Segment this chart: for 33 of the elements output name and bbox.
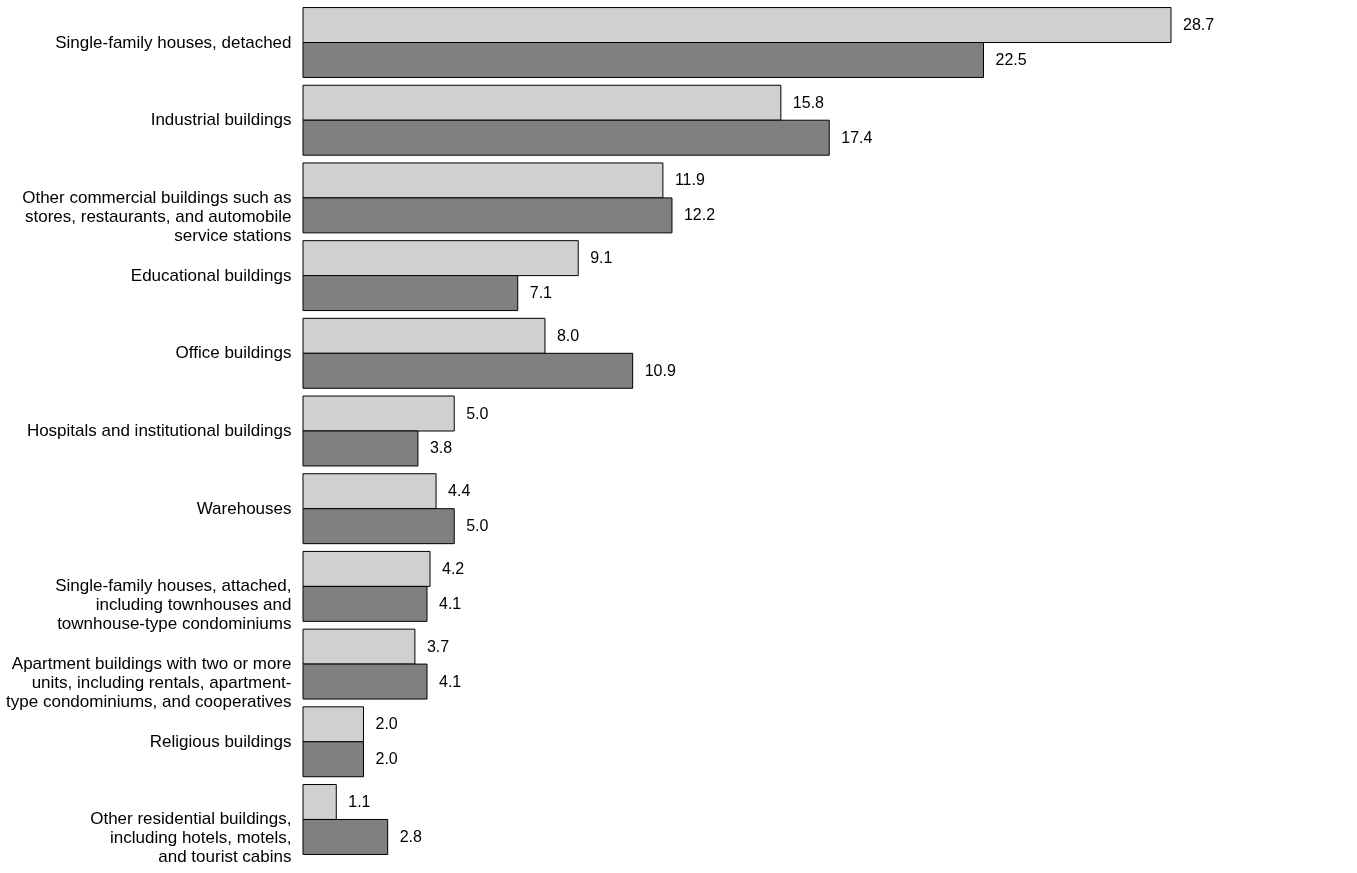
y-tick-label: Educational buildings — [130, 265, 292, 285]
y-tick-label: Single-family houses, detached — [55, 32, 292, 52]
data-label: 5.0 — [466, 404, 489, 422]
data-label: 7.1 — [529, 284, 553, 302]
data-label: 4.1 — [439, 594, 462, 612]
data-label: 22.5 — [995, 51, 1027, 68]
y-tick-label: Religious buildings — [149, 731, 292, 751]
data-label: 2.0 — [375, 750, 398, 768]
data-label: 28.7 — [1183, 16, 1215, 34]
y-tick-label: Other residential buildings, including hotels, motels, and tourist cabins — [90, 809, 292, 867]
y-tick-label: Other commercial buildings such as stores, restaurants, and automobile service stations — [22, 187, 292, 245]
data-label: 12.2 — [683, 206, 716, 224]
data-label: 4.4 — [448, 482, 471, 500]
data-label: 11.9 — [674, 171, 705, 189]
y-tick-label: Industrial buildings — [150, 110, 292, 130]
y-tick-label: Hospitals and institutional buildings — [26, 421, 292, 440]
data-label: 2.8 — [399, 827, 423, 845]
y-tick-label: Single-family houses, attached, including townhouses and townhouse-type condominiums — [55, 576, 292, 634]
data-label: 17.4 — [841, 128, 873, 146]
data-label: 3.7 — [426, 637, 450, 655]
data-label: 8.0 — [556, 326, 580, 344]
data-label: 4.1 — [439, 672, 462, 690]
data-label: 5.0 — [466, 517, 489, 535]
data-label: 2.0 — [375, 715, 398, 733]
data-label: 10.9 — [644, 361, 676, 379]
data-label: 3.8 — [429, 439, 453, 457]
data-label: 15.8 — [792, 93, 825, 111]
data-label: 1.1 — [348, 793, 371, 810]
data-label: 4.2 — [442, 559, 465, 577]
y-tick-label: Warehouses — [196, 498, 292, 518]
y-tick-label: Office buildings — [175, 343, 292, 363]
y-tick-label: Apartment buildings with two or more units, including rentals, apartment- type condominiums, and cooperatives — [6, 654, 292, 712]
data-label: 9.1 — [590, 249, 613, 267]
